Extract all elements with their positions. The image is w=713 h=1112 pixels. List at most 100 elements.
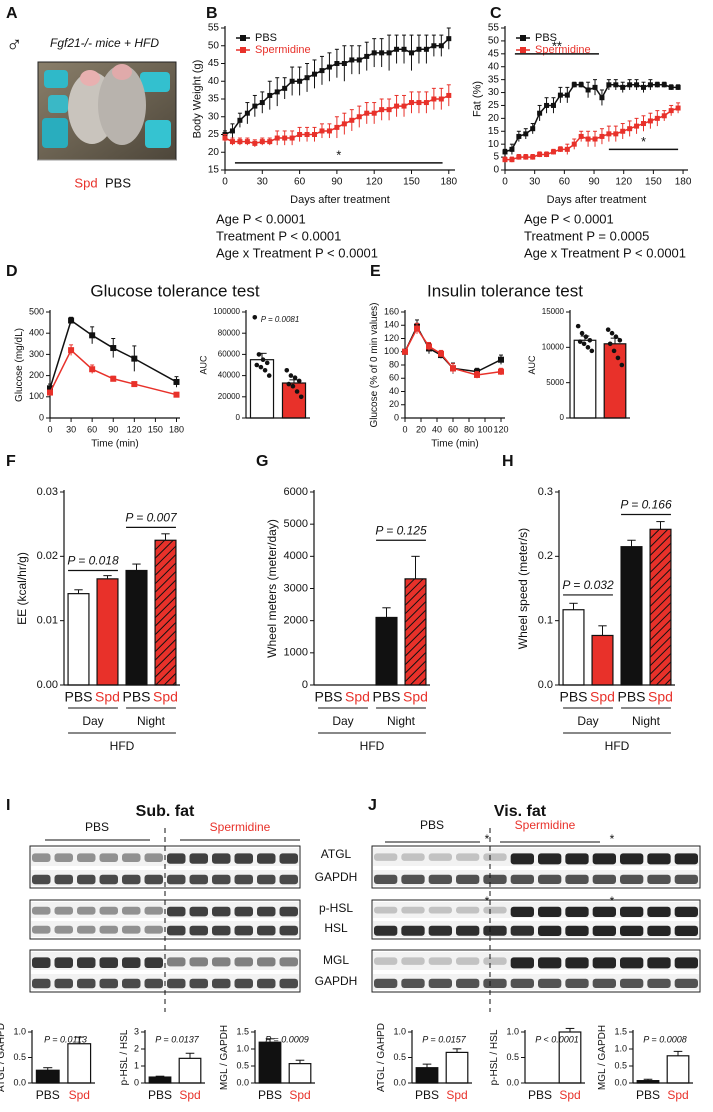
data-point (266, 373, 272, 378)
band (257, 853, 276, 864)
band (212, 853, 231, 864)
data-point (264, 360, 270, 366)
x-tick-label: PBS (122, 689, 150, 705)
marker (408, 50, 414, 56)
p-value: P = 0.0081 (261, 315, 300, 324)
band (279, 874, 298, 885)
marker (634, 123, 640, 129)
band (647, 853, 671, 865)
bar-hatch (650, 529, 671, 685)
y-tick-label: 1.0 (236, 1043, 249, 1053)
marker (498, 356, 504, 363)
marker (304, 132, 310, 137)
bar-hatch (155, 540, 176, 685)
blot-bg (373, 870, 699, 886)
marker (312, 132, 318, 137)
panel-label: F (6, 453, 16, 470)
marker (557, 146, 563, 152)
x-tick-label: 0 (502, 177, 508, 188)
marker (550, 149, 556, 155)
band (144, 874, 163, 885)
y-axis-label: Fat (%) (472, 81, 484, 117)
marker (416, 100, 422, 106)
p-value: P = 0.0008 (643, 1034, 686, 1044)
marker (523, 131, 529, 137)
marker (394, 46, 400, 52)
marker (89, 366, 96, 373)
marker (229, 139, 235, 145)
marker (640, 84, 646, 90)
y-axis-label: EE (kcal/hr/g) (15, 552, 29, 625)
blot-group: Spermidine (515, 818, 576, 832)
band (99, 957, 118, 968)
band (647, 906, 671, 917)
data-point (288, 373, 294, 378)
data-point (615, 355, 621, 361)
marker (89, 332, 96, 339)
group-label: Day (332, 714, 353, 728)
data-point (585, 345, 591, 350)
p-value: P = 0.125 (375, 523, 427, 537)
band (510, 853, 534, 865)
data-point (619, 362, 625, 368)
x-tick-label: 0 (402, 424, 407, 434)
y-axis-label: Glucose (% of 0 min values) (369, 302, 380, 427)
band (32, 978, 51, 989)
marker (523, 154, 529, 160)
marker (530, 154, 536, 160)
y-tick-label: 55 (208, 23, 220, 34)
y-tick-label: 0.3 (538, 486, 553, 498)
band (144, 906, 163, 915)
band (122, 853, 141, 862)
band (647, 957, 671, 969)
x-tick-label: PBS (64, 689, 92, 705)
band (428, 978, 452, 988)
band (483, 906, 507, 914)
band (401, 906, 425, 914)
marker (416, 46, 422, 52)
y-tick-label: 30 (208, 111, 220, 122)
x-tick-label: 30 (529, 177, 541, 188)
y-tick-label: 60 (389, 373, 399, 383)
y-tick-label: 0 (134, 1077, 139, 1087)
band (428, 853, 452, 861)
band (167, 978, 186, 989)
x-tick-label: PBS (314, 689, 342, 705)
marker (229, 128, 235, 134)
asterisk: * (610, 832, 615, 846)
marker (431, 43, 437, 49)
band (99, 874, 118, 885)
band (212, 978, 231, 989)
y-tick-label: 0.5 (393, 1052, 406, 1062)
y-axis-label: p-HSL / HSL (119, 1029, 130, 1085)
marker (319, 68, 325, 74)
bar (178, 1057, 202, 1084)
band (234, 925, 253, 936)
marker (252, 103, 258, 109)
x-tick-label: 180 (440, 177, 457, 188)
band (401, 957, 425, 965)
data-point (294, 389, 300, 394)
data-point (262, 368, 268, 373)
marker (516, 154, 522, 160)
band (510, 874, 534, 884)
band (620, 978, 644, 988)
panel-label: G (256, 453, 268, 470)
x-tick-label: 30 (66, 424, 76, 434)
y-axis-label: Body Weight (g) (192, 60, 204, 139)
x-tick-label: PBS (415, 1088, 439, 1102)
y-tick-label: 1.0 (393, 1026, 406, 1036)
band (189, 906, 208, 917)
marker (431, 96, 437, 102)
y-tick-label: 60000 (218, 350, 241, 359)
marker (446, 92, 452, 98)
band (234, 853, 253, 864)
marker (408, 100, 414, 106)
band (510, 957, 534, 969)
band (456, 874, 480, 884)
x-tick-label: 40 (432, 424, 442, 434)
marker (259, 139, 265, 145)
marker (516, 133, 522, 139)
marker (647, 118, 653, 124)
marker (371, 50, 377, 56)
